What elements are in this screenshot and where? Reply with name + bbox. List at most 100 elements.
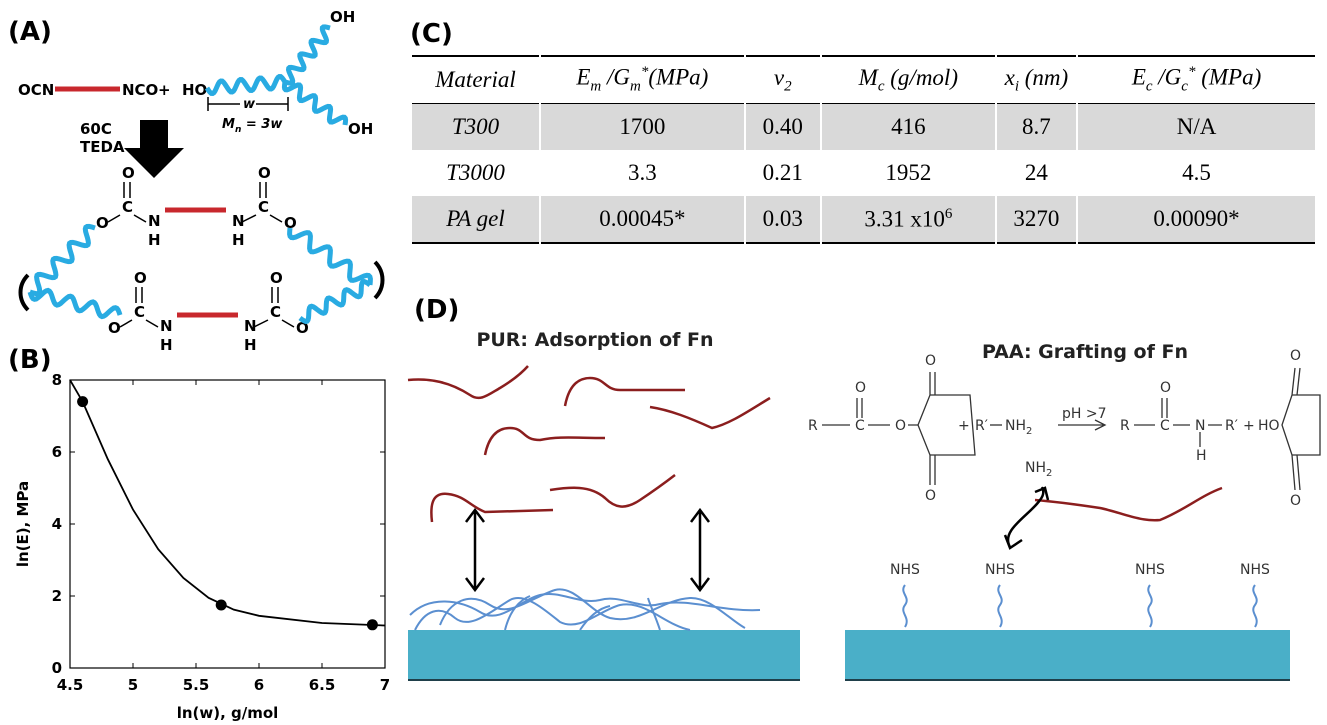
surface-group: NHS: [1240, 562, 1270, 578]
atom-label: H: [160, 336, 173, 354]
atom-label: N: [148, 212, 161, 230]
cell-text: x: [1005, 65, 1015, 90]
atom: NH2: [1005, 418, 1032, 437]
x-tick-label: 5: [128, 676, 138, 694]
table-cell: PA gel: [412, 196, 540, 243]
table-cell: 3.31 x106: [821, 196, 996, 243]
data-point: [77, 396, 88, 407]
polymer-chain: [300, 282, 370, 322]
table-cell: N/A: [1077, 104, 1315, 151]
product-unit: OCONHNHCOO: [96, 164, 297, 249]
cell-text: ν: [774, 65, 784, 90]
plus: +: [958, 418, 970, 434]
atom-label: O: [96, 214, 109, 232]
mn-main: M: [222, 117, 235, 132]
atom: R′: [975, 418, 988, 434]
panel-label: (A): [8, 17, 52, 47]
atom: O: [1290, 348, 1301, 364]
table-cell: T3000: [412, 150, 540, 196]
polymer-network: [410, 589, 760, 630]
atom: O: [895, 418, 906, 434]
atom: R: [1120, 418, 1130, 434]
header-cell: Mc (g/mol): [821, 56, 996, 104]
fibronectin-chains: [408, 366, 1222, 522]
polymer-chain: [284, 82, 345, 125]
polymer-chain: [285, 27, 330, 83]
bonds: [108, 182, 282, 222]
y-tick-label: 8: [52, 371, 62, 389]
amine-sub: 2: [1046, 468, 1052, 479]
cell-text: (g/mol): [885, 65, 958, 90]
length-label: w: [243, 97, 256, 112]
table-cell: 3270: [996, 196, 1077, 243]
product-unit: OCONHNHCOO: [108, 269, 309, 354]
header-cell: ν2: [745, 56, 821, 104]
atom: C: [1160, 418, 1170, 434]
atom-label: H: [148, 231, 161, 249]
cell-text: E: [576, 65, 590, 90]
cell-text: c: [878, 78, 885, 94]
cell-text: m: [630, 79, 641, 95]
cell-text: c: [1181, 79, 1188, 95]
y-tick-label: 4: [52, 515, 62, 533]
panel-title: PAA: Grafting of Fn: [982, 341, 1188, 363]
cell-text: (MPa): [648, 65, 708, 90]
panel-label: (B): [8, 345, 52, 375]
tethers: [903, 585, 1256, 627]
header-cell: Em /Gm*(MPa): [540, 56, 745, 104]
amine-main: NH: [1025, 460, 1046, 476]
atom: O: [925, 353, 936, 369]
y-tick-label: 6: [52, 443, 62, 461]
atom-label: OH: [330, 8, 355, 26]
table-cell: 0.21: [745, 150, 821, 196]
amine-label: NH2: [1025, 460, 1052, 479]
reaction: O R C O O O + R′ NH2 pH >7 O R C N R′ H …: [808, 348, 1301, 509]
atom-label: H: [232, 231, 245, 249]
cell-text: 6: [945, 206, 953, 222]
atom-label: O: [270, 269, 283, 287]
atom: R: [808, 418, 818, 434]
surface-group: NHS: [890, 562, 920, 578]
atom-sub: 2: [1026, 426, 1032, 437]
data-point: [216, 600, 227, 611]
atom: O: [855, 380, 866, 396]
table-cell: 0.40: [745, 104, 821, 151]
cell-text: M: [859, 65, 878, 90]
cell-text: m: [590, 79, 601, 95]
plot-area: [70, 380, 385, 668]
bonds: [120, 287, 294, 327]
atom-label: H: [244, 336, 257, 354]
cell-text: (nm): [1019, 65, 1068, 90]
x-tick-label: 4.5: [57, 676, 84, 694]
y-tick-label: 0: [52, 659, 62, 677]
cell-text: /G: [1153, 65, 1182, 90]
atom: R′: [1225, 418, 1238, 434]
atom-label: C: [122, 198, 133, 216]
atom: C: [855, 418, 865, 434]
polymer-chain: [207, 77, 285, 94]
atom: H: [1196, 448, 1207, 464]
atom-label: OH: [348, 120, 373, 138]
table-cell: 24: [996, 150, 1077, 196]
cell-text: 2: [784, 78, 792, 94]
double-arrow: [466, 488, 1048, 590]
condition: 60C: [80, 120, 112, 138]
atom-label: O: [134, 269, 147, 287]
atom: N: [1195, 418, 1205, 434]
atom-label: N: [160, 317, 173, 335]
cell-text: c: [1146, 79, 1153, 95]
panel-label: (D): [414, 295, 459, 325]
table-cell: 0.00090*: [1077, 196, 1315, 243]
table-cell: 4.5: [1077, 150, 1315, 196]
atom-label: OCN: [18, 81, 54, 99]
surface-group: NHS: [1135, 562, 1165, 578]
atom: O: [925, 488, 936, 504]
atom-label: NCO: [122, 81, 158, 99]
table-cell: 0.03: [745, 196, 821, 243]
table-cell: 0.00045*: [540, 196, 745, 243]
table-row: T30017000.404168.7N/A: [412, 104, 1315, 151]
figure: {"panel_labels":{"a":"(A)","b":"(B)","c"…: [0, 0, 1327, 725]
atom-label: C: [270, 303, 281, 321]
